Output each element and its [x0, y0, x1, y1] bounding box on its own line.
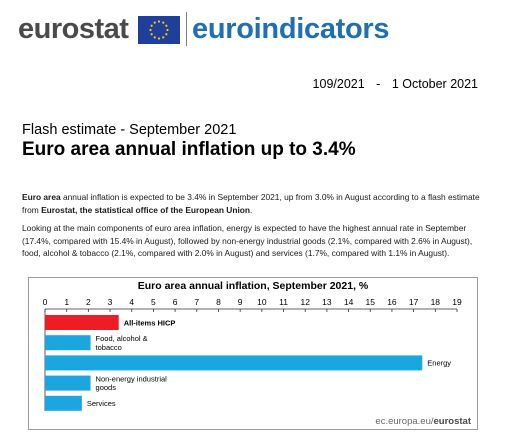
- bar: [45, 335, 91, 351]
- flash-estimate-kicker: Flash estimate - September 2021: [22, 122, 237, 138]
- eu-star: [157, 37, 161, 40]
- release-info: 109/2021 - 1 October 2021: [313, 77, 478, 91]
- source-brand: eurostat: [433, 416, 471, 427]
- chart-canvas: 0 1 2 3 4 5 6 7 8 9 10 11 12 13 14 15 16 17 18 19All-items …: [43, 297, 462, 411]
- x-tick-label: 8: [216, 297, 221, 307]
- eu-star: [150, 24, 153, 27]
- eurostat-logo-text: eurostat: [18, 13, 129, 45]
- x-tick-label: 2: [86, 297, 91, 307]
- header-divider: [186, 12, 187, 46]
- x-tick-label: 16: [387, 297, 397, 307]
- eu-star: [153, 36, 156, 39]
- x-tick-label: 19: [452, 297, 462, 307]
- x-tick-label: 14: [344, 297, 354, 307]
- eu-flag-icon: [138, 16, 180, 44]
- bar-label: Services: [87, 399, 116, 408]
- x-tick-label: 11: [279, 297, 288, 307]
- x-tick-label: 15: [366, 297, 376, 307]
- chart-title: Euro area annual inflation, September 20…: [137, 280, 369, 292]
- intro-end: .: [250, 204, 253, 215]
- eu-star: [162, 21, 165, 24]
- x-tick-label: 0: [43, 297, 48, 307]
- intro-paragraph: Euro area annual inflation is expected t…: [22, 191, 482, 216]
- release-separator: -: [376, 77, 381, 91]
- source-prefix: ec.europa.eu/: [375, 416, 434, 427]
- x-tick-label: 17: [409, 297, 419, 307]
- release-date: 1 October 2021: [391, 77, 478, 91]
- x-tick-label: 5: [151, 297, 156, 307]
- x-tick-label: 13: [322, 297, 332, 307]
- x-tick-label: 10: [257, 297, 267, 307]
- x-tick-label: 9: [238, 297, 243, 307]
- components-paragraph: Looking at the main components of euro a…: [22, 223, 473, 258]
- eu-star: [165, 24, 168, 27]
- eu-star: [165, 33, 168, 36]
- source-credit: ec.europa.eu/eurostat: [375, 416, 471, 427]
- bar: [45, 315, 119, 330]
- eu-star: [149, 28, 152, 32]
- x-tick-label: 7: [194, 297, 199, 307]
- eu-star: [162, 36, 165, 39]
- euroindicators-logo-text: euroindicators: [192, 13, 390, 45]
- x-tick-label: 12: [300, 297, 310, 307]
- eu-star: [153, 21, 156, 24]
- release-number: 109/2021: [312, 77, 365, 91]
- eu-star: [157, 20, 161, 23]
- eu-star: [150, 33, 153, 36]
- page-title: Euro area annual inflation up to 3.4%: [22, 139, 356, 160]
- bar-label: tobacco: [96, 343, 122, 352]
- x-tick-label: 4: [129, 297, 134, 307]
- intro-lead: Euro area: [22, 192, 61, 202]
- bar-label: Food, alcohol &: [96, 334, 148, 343]
- header: eurostat euroindicators: [18, 12, 498, 46]
- x-tick-label: 6: [173, 297, 178, 307]
- bar-label: Energy: [427, 359, 451, 368]
- bar: [45, 355, 423, 371]
- bar: [45, 395, 82, 411]
- x-tick-label: 3: [108, 297, 113, 307]
- x-tick-label: 18: [431, 297, 441, 307]
- intro-text: annual inflation is expected to be 3.4% …: [22, 192, 480, 215]
- inflation-chart: Euro area annual inflation, September 20…: [28, 277, 478, 430]
- bar-label: goods: [96, 383, 117, 392]
- bar: [45, 375, 91, 391]
- bar-label: Non-energy industrial: [96, 375, 168, 384]
- bar-label: All-items HICP: [124, 318, 176, 327]
- intro-strong: Eurostat, the statistical office of the …: [41, 204, 251, 215]
- x-tick-label: 1: [64, 297, 69, 307]
- eu-star: [166, 28, 169, 32]
